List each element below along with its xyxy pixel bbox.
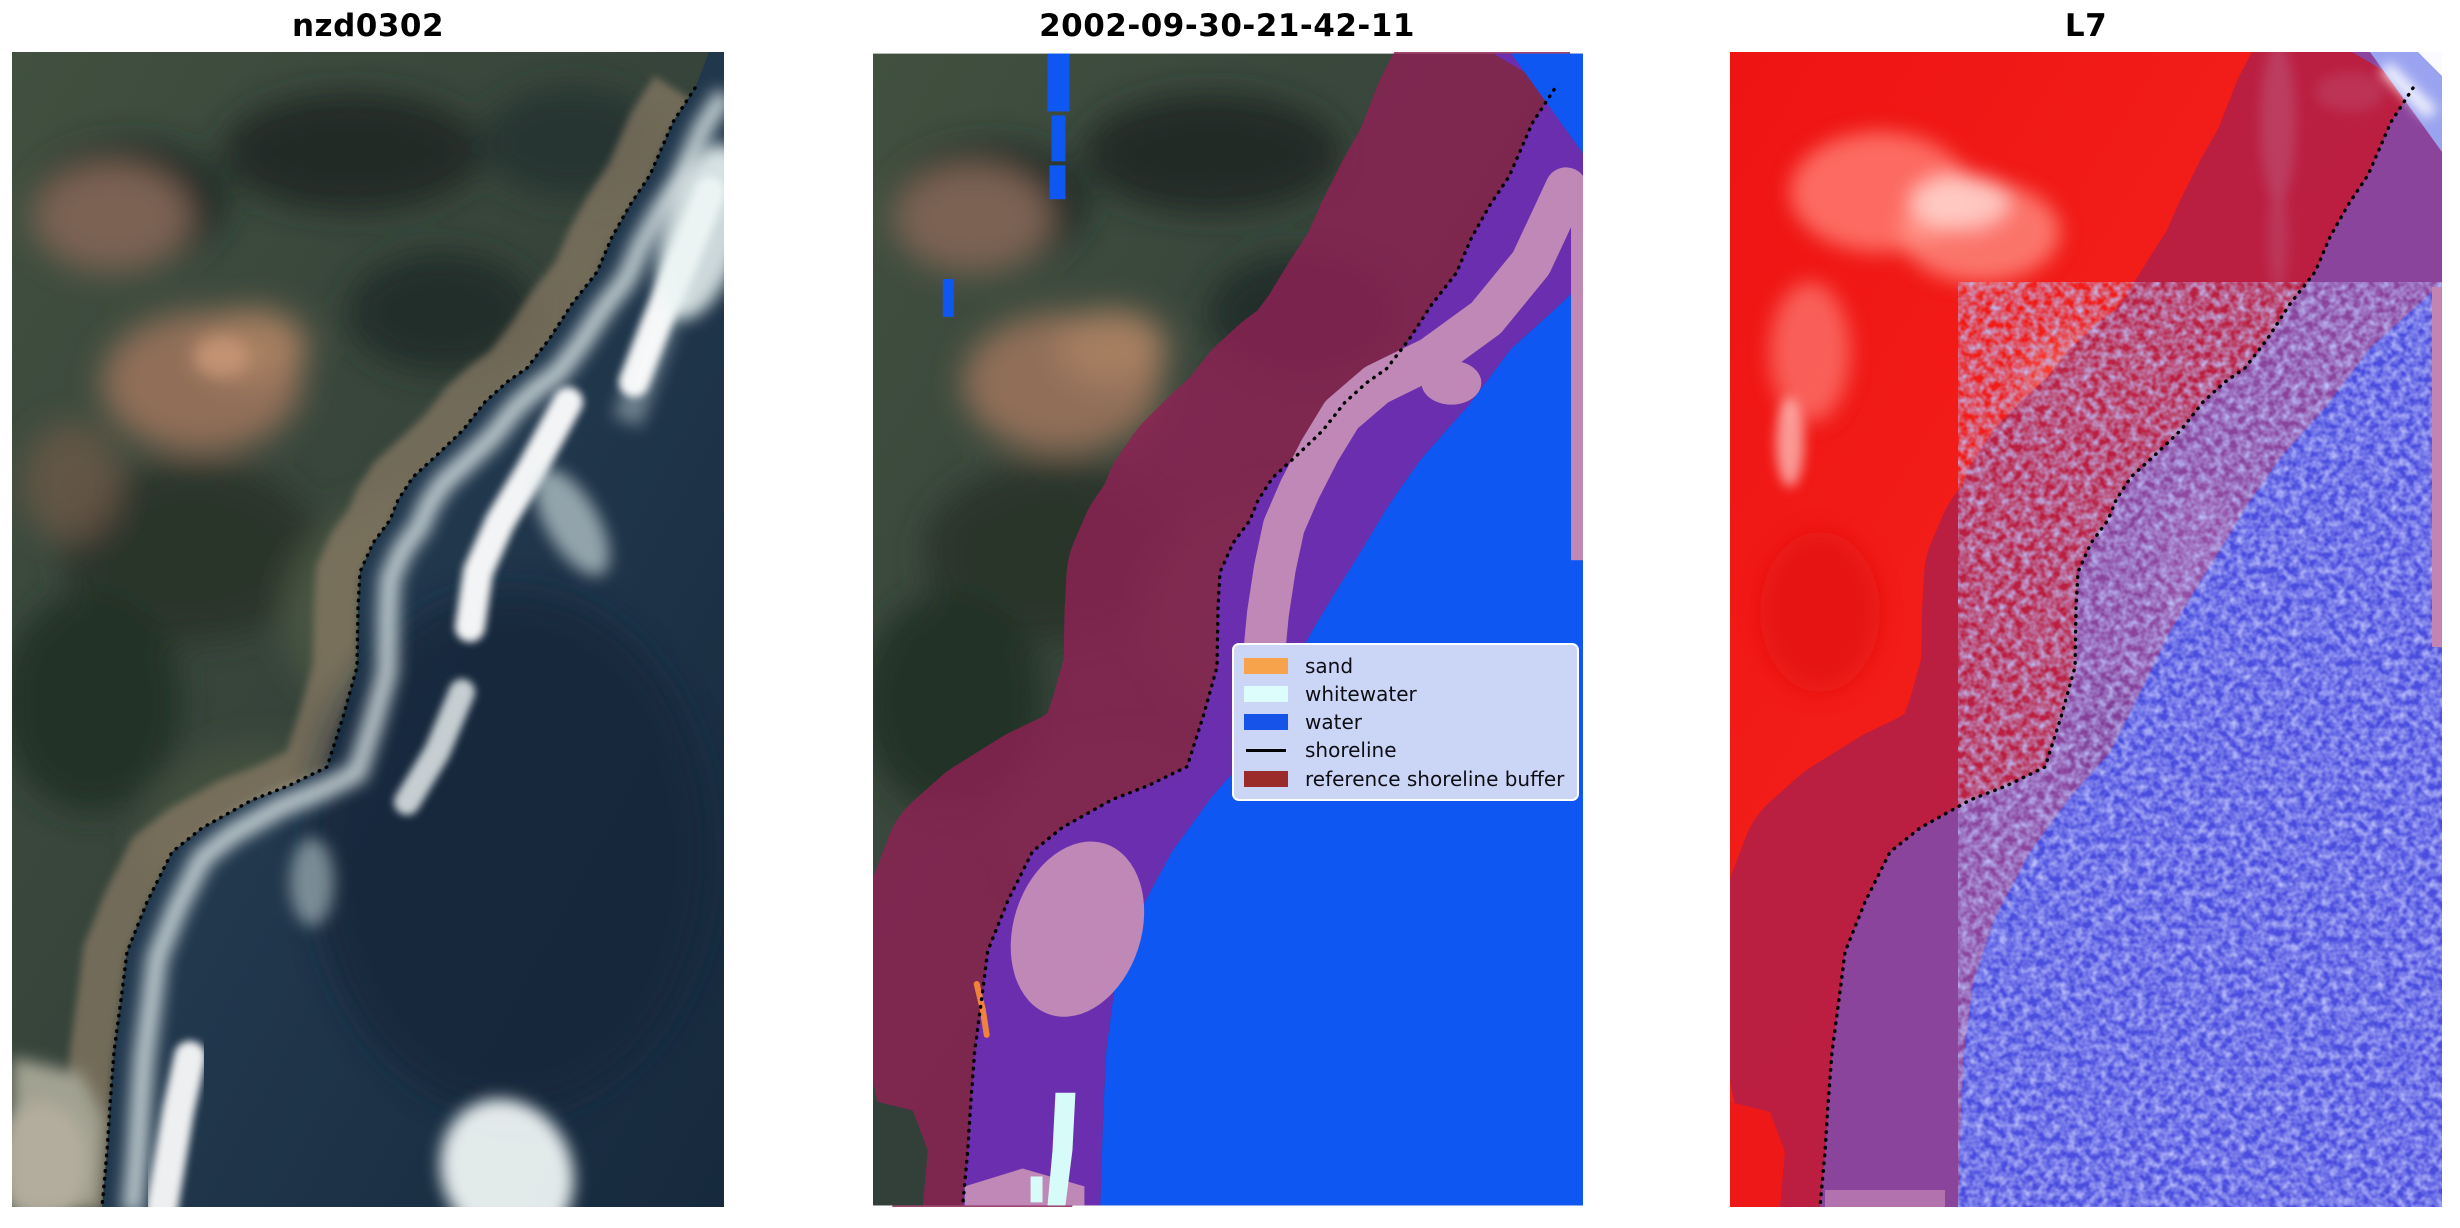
land-corner-patch	[873, 1100, 928, 1206]
reference-shoreline-buffer-band	[873, 52, 1574, 1207]
panel-title-2: 2002-09-30-21-42-11	[1039, 8, 1415, 44]
legend-label-shoreline: shoreline	[1305, 738, 1397, 763]
mauve-band	[1820, 52, 2442, 1207]
sand-class-sliver	[973, 981, 990, 1038]
legend-label-whitewater: whitewater	[1305, 681, 1417, 706]
sand-swatch	[1244, 657, 1288, 674]
legend-item-reference-shoreline-buffer: reference shoreline buffer	[1244, 766, 1567, 791]
bottom-pink-strip	[1825, 1190, 1945, 1207]
beach-ridge	[58, 76, 692, 1207]
water-noisy-blue	[1958, 282, 2442, 1207]
legend-label-reference-shoreline-buffer: reference shoreline buffer	[1305, 766, 1565, 791]
legend-label-sand: sand	[1305, 653, 1354, 678]
legend-label-water: water	[1305, 710, 1362, 734]
corner-whitewater	[2370, 52, 2442, 152]
legend-item-whitewater: whitewater	[1244, 681, 1567, 706]
surf-whitewater	[122, 88, 724, 1207]
sea	[102, 52, 724, 1207]
panel-title-3: L7	[2064, 8, 2108, 44]
reference-shoreline-buffer-swatch	[1244, 770, 1288, 787]
reference-shoreline-buffer-band	[1730, 52, 2432, 1207]
panel-l7-image	[1730, 52, 2442, 1207]
legend-item-sand: sand	[1244, 653, 1567, 678]
legend-item-shoreline: shoreline	[1244, 738, 1567, 763]
panel-rgb-image	[12, 52, 724, 1207]
water-swatch	[1244, 714, 1288, 730]
legend: sand whitewater water shoreline referenc…	[1232, 643, 1579, 801]
whitewater-class-patches	[1030, 1092, 1076, 1206]
shoreline-swatch	[1246, 748, 1286, 752]
whitewater-swatch	[1244, 685, 1288, 702]
panel-title-1: nzd0302	[291, 8, 445, 44]
edge-pink-bar	[2432, 287, 2442, 647]
land-corner-patch	[1730, 1102, 1785, 1207]
legend-item-water: water	[1244, 710, 1567, 735]
panel-classified-image	[873, 52, 1583, 1207]
